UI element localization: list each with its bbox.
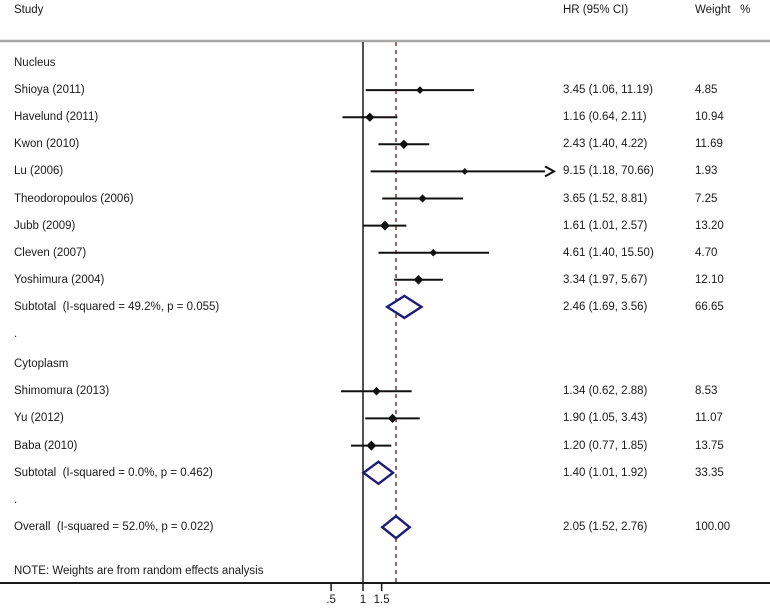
axis-tick-label: .5 bbox=[326, 594, 336, 606]
point-estimate-marker bbox=[379, 220, 390, 231]
weight-value: 8.53 bbox=[695, 385, 718, 398]
overall-pooled-diamond bbox=[380, 514, 412, 540]
hr-ci-value: 1.90 (1.05, 3.43) bbox=[563, 412, 648, 425]
weight-value: 1.93 bbox=[695, 165, 718, 178]
weight-value: 4.85 bbox=[695, 84, 718, 97]
spacer-row: . bbox=[14, 494, 18, 506]
study-label: Lu (2006) bbox=[14, 165, 64, 178]
subtotal-label: Subtotal (I-squared = 0.0%, p = 0.462) bbox=[14, 466, 213, 479]
hr-ci-value: 1.34 (0.62, 2.88) bbox=[563, 385, 648, 398]
point-estimate-marker bbox=[365, 112, 375, 122]
weight-value: 11.07 bbox=[695, 412, 723, 425]
point-estimate-marker bbox=[387, 413, 398, 424]
study-label: Theodoropoulos (2006) bbox=[14, 192, 134, 205]
study-label: Havelund (2011) bbox=[14, 111, 99, 124]
hr-ci-value: 4.61 (1.40, 15.50) bbox=[563, 246, 654, 259]
column-header-weight: Weight % bbox=[695, 4, 751, 16]
point-estimate-marker bbox=[416, 86, 424, 94]
point-estimate-marker bbox=[366, 440, 377, 451]
axis-tick-label: 1 bbox=[359, 594, 367, 606]
hr-ci-value: 2.46 (1.69, 3.56) bbox=[563, 300, 648, 313]
weight-value: 12.10 bbox=[695, 273, 724, 286]
point-estimate-marker bbox=[429, 248, 438, 257]
hr-ci-value: 1.20 (0.77, 1.85) bbox=[563, 439, 648, 452]
study-label: Yoshimura (2004) bbox=[14, 273, 105, 286]
study-label: Baba (2010) bbox=[14, 439, 78, 452]
point-estimate-marker bbox=[418, 194, 427, 203]
hr-ci-value: 2.05 (1.52, 2.76) bbox=[563, 521, 648, 534]
group-label: Cytoplasm bbox=[14, 358, 69, 370]
point-estimate-marker bbox=[372, 386, 381, 396]
note-text: NOTE: Weights are from random effects an… bbox=[14, 565, 264, 577]
study-label: Jubb (2009) bbox=[14, 219, 76, 232]
weight-value: 4.70 bbox=[695, 246, 718, 259]
column-header-hr-ci: HR (95% CI) bbox=[563, 4, 629, 16]
hr-ci-value: 2.43 (1.40, 4.22) bbox=[563, 138, 648, 151]
hr-ci-value: 1.61 (1.01, 2.57) bbox=[563, 219, 648, 232]
overall-label: Overall (I-squared = 52.0%, p = 0.022) bbox=[14, 521, 214, 534]
study-label: Cleven (2007) bbox=[14, 246, 87, 259]
subtotal-pooled-diamond bbox=[361, 460, 395, 486]
study-label: Yu (2012) bbox=[14, 412, 64, 425]
hr-ci-value: 1.16 (0.64, 2.11) bbox=[563, 111, 647, 124]
subtotal-pooled-diamond bbox=[384, 294, 424, 320]
hr-ci-value: 3.45 (1.06, 11.19) bbox=[563, 84, 653, 97]
point-estimate-marker bbox=[413, 275, 424, 285]
hr-ci-value: 1.40 (1.01, 1.92) bbox=[563, 466, 648, 479]
study-label: Kwon (2010) bbox=[14, 138, 80, 151]
study-label: Shimomura (2013) bbox=[14, 385, 110, 398]
weight-value: 33.35 bbox=[695, 466, 724, 479]
hr-ci-value: 3.34 (1.97, 5.67) bbox=[563, 273, 648, 286]
weight-value: 100.00 bbox=[695, 521, 731, 534]
subtotal-label: Subtotal (I-squared = 49.2%, p = 0.055) bbox=[14, 300, 220, 313]
group-label: Nucleus bbox=[14, 57, 56, 69]
weight-value: 7.25 bbox=[695, 192, 718, 205]
ci-clipped-arrow bbox=[544, 165, 557, 178]
weight-value: 11.69 bbox=[695, 138, 723, 151]
study-label: Shioya (2011) bbox=[14, 84, 85, 97]
weight-value: 66.65 bbox=[695, 300, 724, 313]
point-estimate-marker bbox=[399, 139, 409, 150]
column-header-study: Study bbox=[14, 4, 44, 16]
weight-value: 13.75 bbox=[695, 439, 724, 452]
hr-ci-value: 3.65 (1.52, 8.81) bbox=[563, 192, 648, 205]
point-estimate-marker bbox=[461, 167, 469, 175]
hr-ci-value: 9.15 (1.18, 70.66) bbox=[563, 165, 654, 178]
axis-tick-label: 1.5 bbox=[373, 594, 390, 606]
spacer-row: . bbox=[14, 328, 18, 340]
weight-value: 10.94 bbox=[695, 111, 724, 124]
weight-value: 13.20 bbox=[695, 219, 724, 232]
